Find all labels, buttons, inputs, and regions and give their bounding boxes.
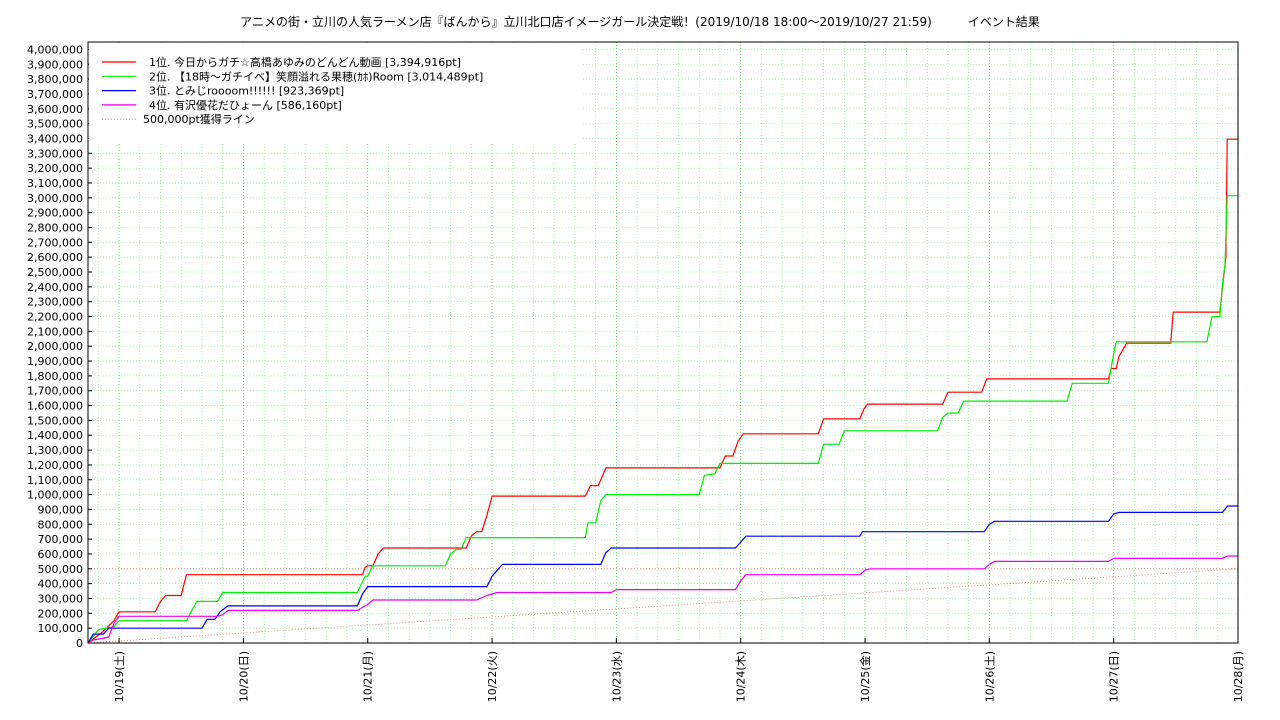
series-line-4 bbox=[87, 555, 1238, 644]
x-tick-label: 10/23(水) bbox=[610, 651, 623, 702]
y-tick-label: 3,600,000 bbox=[27, 103, 83, 116]
y-tick-label: 3,300,000 bbox=[27, 147, 83, 160]
x-tick-label: 10/19(土) bbox=[113, 651, 126, 702]
x-tick-label: 10/20(日) bbox=[237, 651, 250, 702]
y-tick-label: 2,100,000 bbox=[27, 325, 83, 338]
y-tick-label: 1,700,000 bbox=[27, 385, 83, 398]
y-tick-label: 1,900,000 bbox=[27, 355, 83, 368]
legend: 1位. 今日からガチ☆高橋あゆみのどんどん動画 [3,394,916pt]2位.… bbox=[89, 43, 582, 143]
plot-frame bbox=[87, 41, 1239, 644]
grid bbox=[88, 42, 1239, 644]
y-tick-label: 700,000 bbox=[38, 533, 84, 546]
x-tick-label: 10/25(金) bbox=[858, 651, 872, 702]
x-tick-label: 10/27(日) bbox=[1108, 651, 1121, 702]
series-line-3 bbox=[87, 505, 1238, 644]
y-tick-label: 800,000 bbox=[38, 518, 84, 531]
legend-entry: 1位. 今日からガチ☆高橋あゆみのどんどん動画 [3,394,916pt] bbox=[149, 55, 461, 69]
y-tick-label: 900,000 bbox=[38, 503, 84, 516]
y-tick-label: 2,400,000 bbox=[27, 281, 83, 294]
y-tick-label: 600,000 bbox=[38, 548, 84, 561]
y-tick-label: 1,500,000 bbox=[27, 414, 83, 427]
y-tick-label: 1,300,000 bbox=[27, 444, 83, 457]
y-tick-label: 2,900,000 bbox=[27, 207, 83, 220]
y-tick-label: 300,000 bbox=[38, 592, 84, 605]
y-tick-label: 1,600,000 bbox=[27, 400, 83, 413]
y-tick-label: 2,600,000 bbox=[27, 251, 83, 264]
series-lines bbox=[87, 138, 1238, 644]
y-tick-label: 2,000,000 bbox=[27, 340, 83, 353]
x-tick-label: 10/26(土) bbox=[983, 651, 996, 702]
y-tick-label: 0 bbox=[76, 637, 83, 650]
x-tick-label: 10/21(月) bbox=[362, 651, 375, 702]
legend-box bbox=[89, 43, 582, 143]
y-tick-label: 3,800,000 bbox=[27, 73, 83, 86]
y-tick-label: 3,200,000 bbox=[27, 162, 83, 175]
y-tick-label: 1,100,000 bbox=[27, 474, 83, 487]
series-line-1 bbox=[87, 138, 1238, 644]
x-tick-label: 10/24(木) bbox=[735, 651, 748, 702]
reference-line-500k bbox=[87, 568, 1239, 644]
x-tick-label: 10/28(月) bbox=[1232, 651, 1245, 702]
y-tick-label: 3,000,000 bbox=[27, 192, 83, 205]
y-tick-label: 3,900,000 bbox=[27, 58, 83, 71]
y-tick-label: 3,100,000 bbox=[27, 177, 83, 190]
y-tick-label: 2,500,000 bbox=[27, 266, 83, 279]
y-tick-label: 1,400,000 bbox=[27, 429, 83, 442]
y-tick-label: 500,000 bbox=[38, 563, 84, 576]
y-tick-label: 100,000 bbox=[38, 622, 84, 635]
y-tick-label: 2,300,000 bbox=[27, 296, 83, 309]
y-tick-label: 400,000 bbox=[38, 578, 84, 591]
y-tick-label: 2,800,000 bbox=[27, 221, 83, 234]
x-tick-label: 10/22(火) bbox=[486, 651, 499, 702]
y-tick-label: 2,700,000 bbox=[27, 236, 83, 249]
legend-entry: 2位. 【18時〜ガチイベ】笑顔溢れる果穂(ｶﾎ)Room [3,014,489… bbox=[149, 69, 483, 83]
series-line-2 bbox=[87, 195, 1238, 644]
y-tick-label: 3,500,000 bbox=[27, 118, 83, 131]
y-tick-label: 4,000,000 bbox=[27, 43, 83, 56]
y-tick-label: 200,000 bbox=[38, 607, 84, 620]
y-tick-label: 3,400,000 bbox=[27, 132, 83, 145]
y-tick-label: 2,200,000 bbox=[27, 311, 83, 324]
reference-lines bbox=[87, 568, 1239, 644]
y-tick-label: 1,000,000 bbox=[27, 489, 83, 502]
y-tick-label: 1,800,000 bbox=[27, 370, 83, 383]
y-tick-label: 1,200,000 bbox=[27, 459, 83, 472]
legend-entry: 3位. とみじroooom!!!!!! [923,369pt] bbox=[149, 84, 344, 98]
chart-title: アニメの街・立川の人気ラーメン店『ばんから』立川北口店イメージガール決定戦！(2… bbox=[240, 15, 1040, 29]
legend-entry: 500,000pt獲得ライン bbox=[143, 113, 255, 126]
legend-entry: 4位. 有沢優花だひょーん [586,160pt] bbox=[149, 98, 342, 112]
y-tick-label: 3,700,000 bbox=[27, 88, 83, 101]
